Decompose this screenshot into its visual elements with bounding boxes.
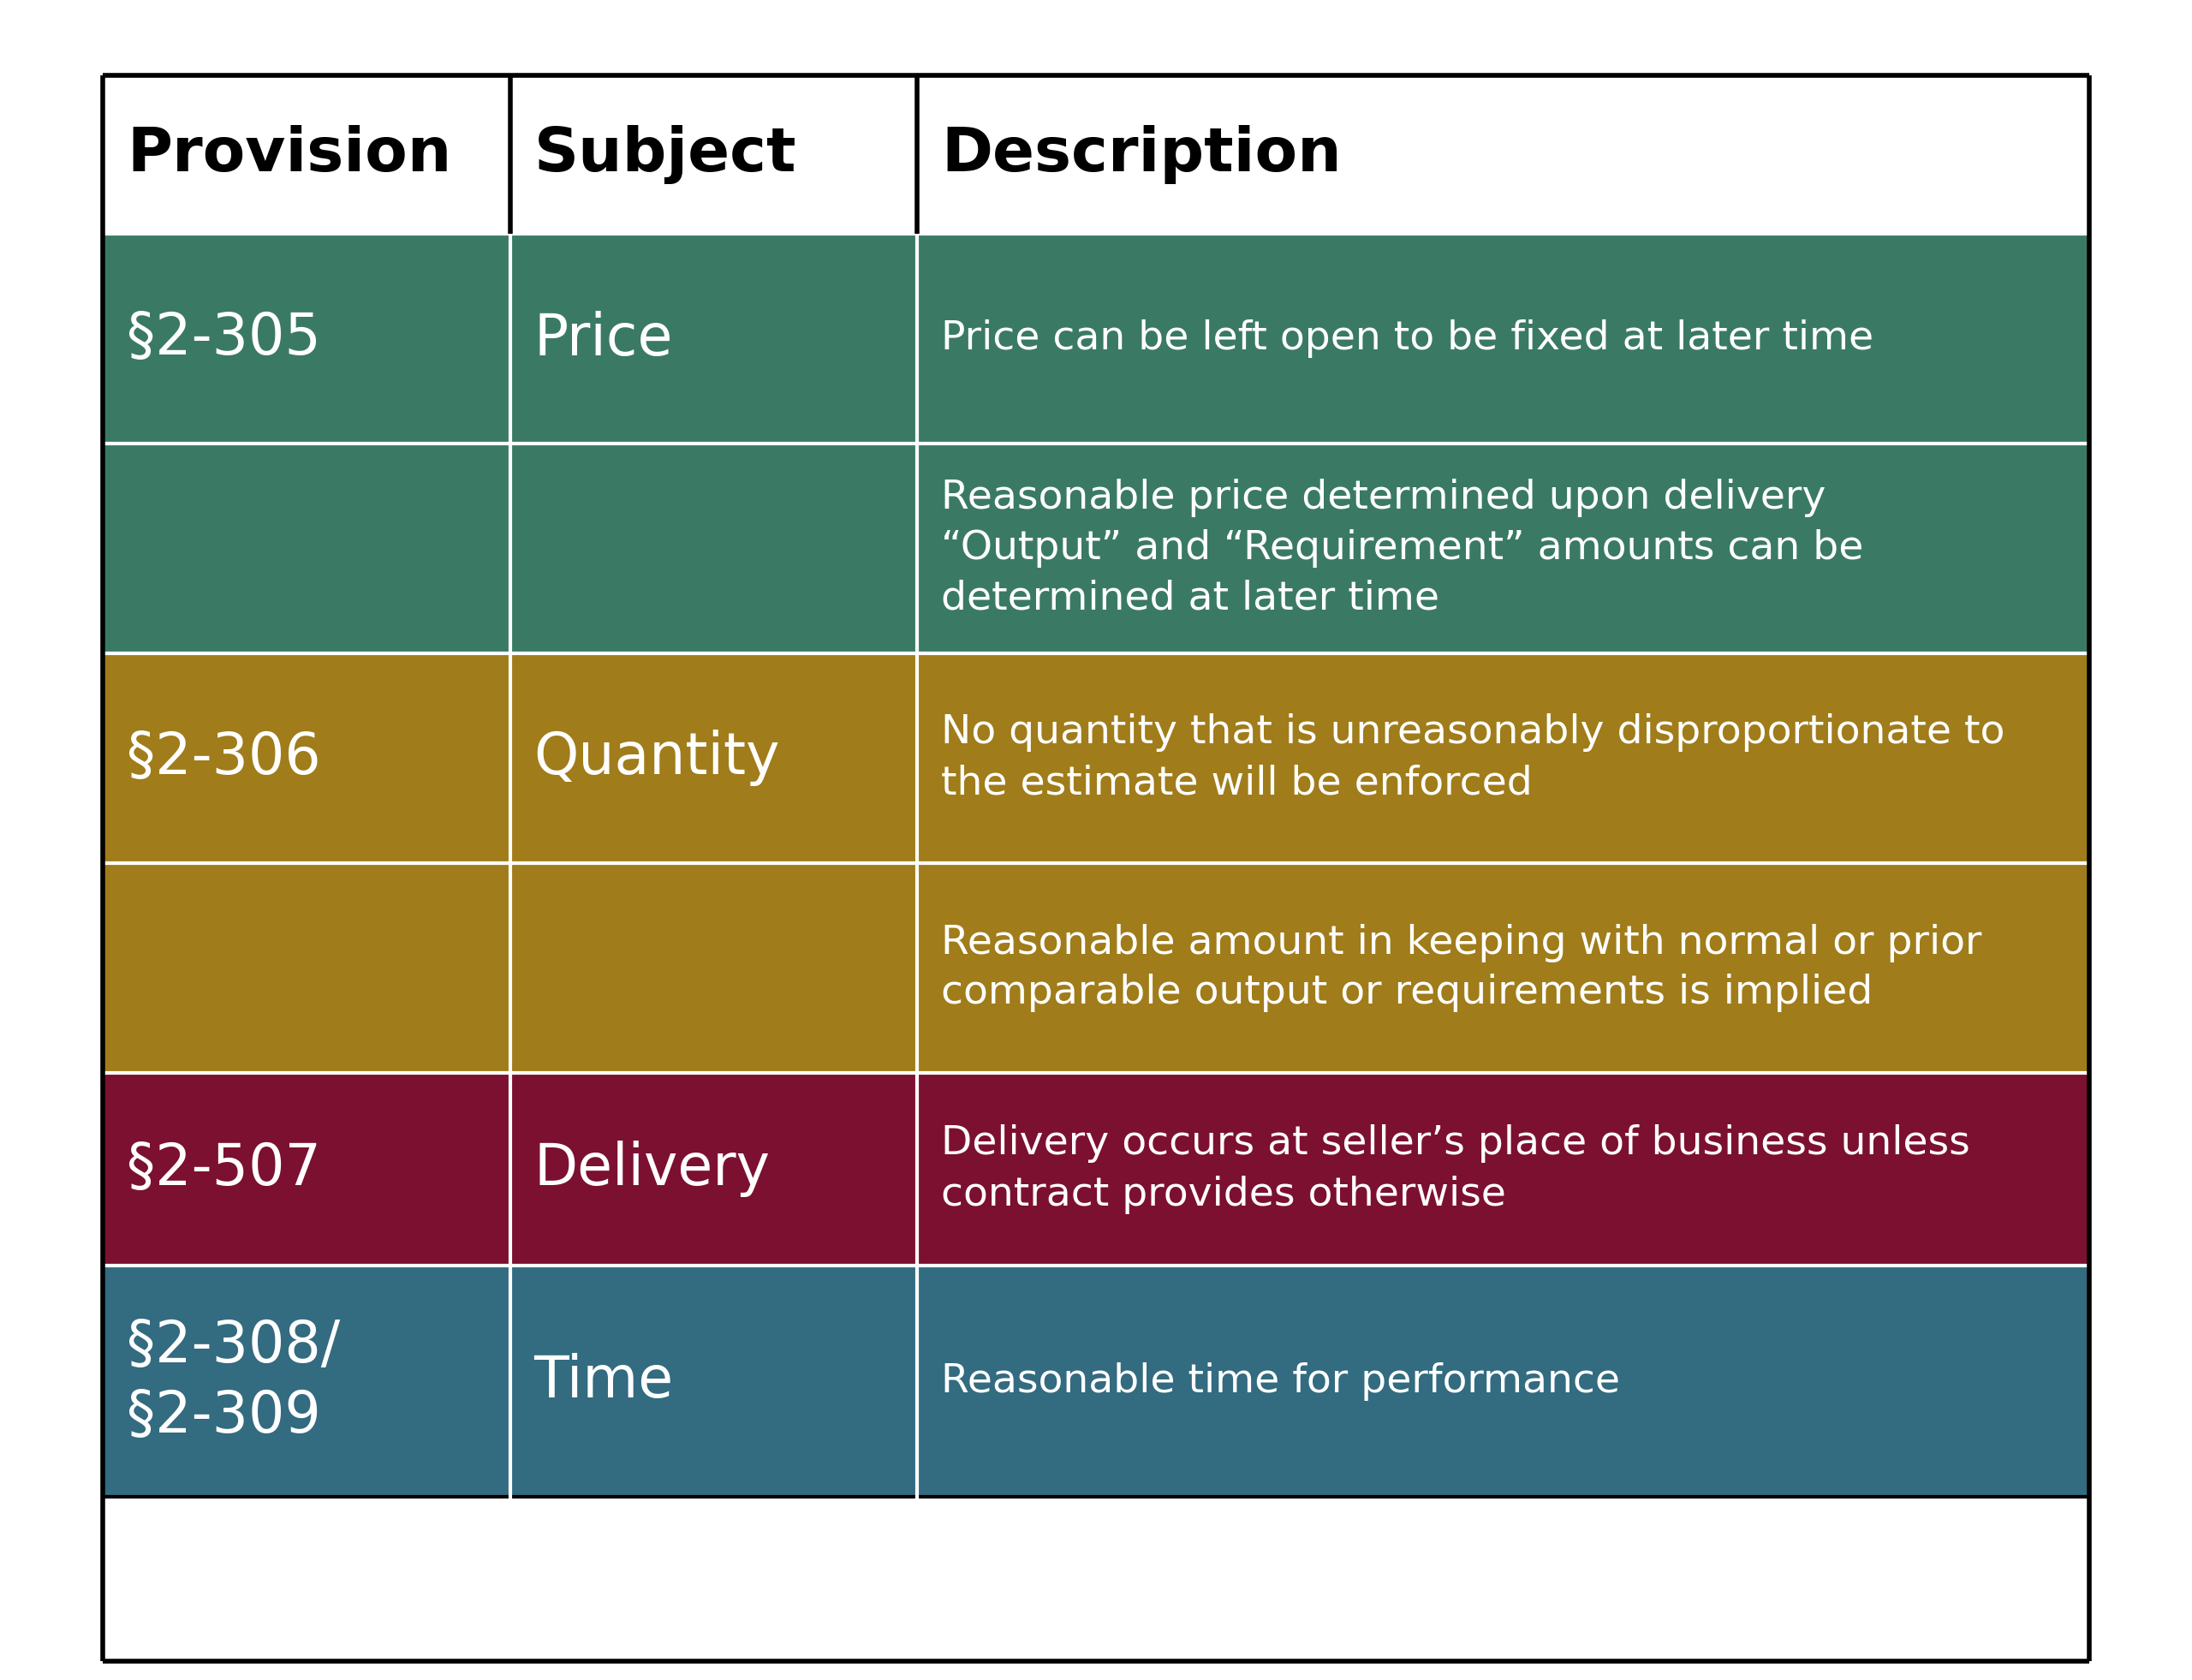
Text: Subject: Subject xyxy=(535,124,796,185)
Text: Delivery: Delivery xyxy=(535,1141,769,1198)
Bar xyxy=(916,864,2089,1074)
Bar xyxy=(511,76,916,234)
Bar xyxy=(916,76,2089,234)
Bar xyxy=(511,234,916,444)
Bar xyxy=(103,1265,511,1497)
Text: Provision: Provision xyxy=(127,124,452,185)
Bar xyxy=(511,1074,916,1265)
Text: Reasonable price determined upon delivery
“Output” and “Requirement” amounts can: Reasonable price determined upon deliver… xyxy=(940,479,1863,618)
Bar xyxy=(916,234,2089,444)
Bar xyxy=(511,654,916,864)
Text: Time: Time xyxy=(535,1352,673,1410)
Bar xyxy=(916,1265,2089,1497)
Bar xyxy=(103,864,511,1074)
Bar xyxy=(103,76,511,234)
Bar xyxy=(916,1074,2089,1265)
Bar xyxy=(103,654,511,864)
Text: Quantity: Quantity xyxy=(535,731,780,786)
Text: §2-308/
§2-309: §2-308/ §2-309 xyxy=(127,1319,340,1445)
Bar xyxy=(511,444,916,654)
Text: Reasonable amount in keeping with normal or prior
comparable output or requireme: Reasonable amount in keeping with normal… xyxy=(940,924,1982,1013)
Bar xyxy=(916,444,2089,654)
Text: Reasonable time for performance: Reasonable time for performance xyxy=(940,1362,1620,1401)
Bar xyxy=(511,1265,916,1497)
Bar xyxy=(916,654,2089,864)
Text: No quantity that is unreasonably disproportionate to
the estimate will be enforc: No quantity that is unreasonably disprop… xyxy=(940,714,2006,803)
Text: Price can be left open to be fixed at later time: Price can be left open to be fixed at la… xyxy=(940,319,1874,358)
Text: §2-507: §2-507 xyxy=(127,1141,320,1198)
Text: Delivery occurs at seller’s place of business unless
contract provides otherwise: Delivery occurs at seller’s place of bus… xyxy=(940,1124,1971,1213)
Text: Description: Description xyxy=(940,124,1342,185)
Text: Price: Price xyxy=(535,311,673,366)
Text: §2-305: §2-305 xyxy=(127,311,320,366)
Bar xyxy=(103,444,511,654)
Bar xyxy=(511,864,916,1074)
Text: §2-306: §2-306 xyxy=(127,731,320,786)
Bar xyxy=(103,1074,511,1265)
Bar xyxy=(103,234,511,444)
